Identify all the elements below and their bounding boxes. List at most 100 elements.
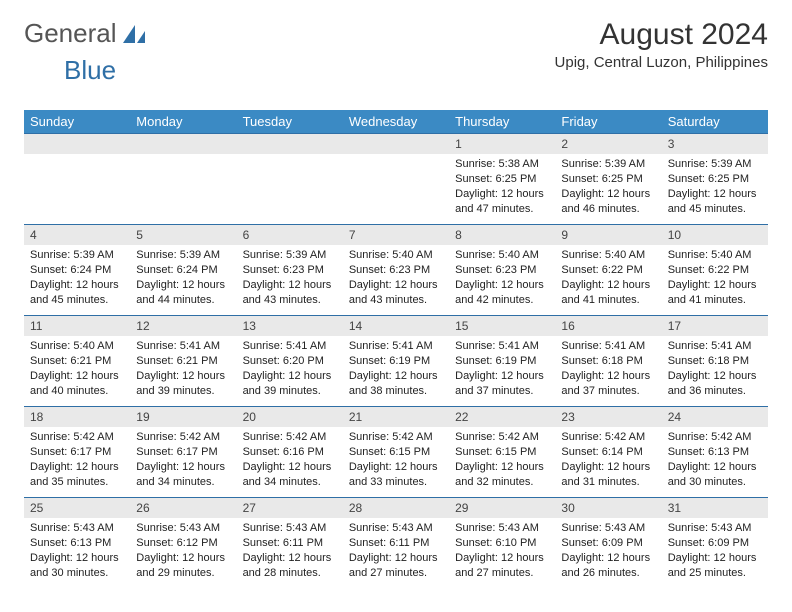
calendar-cell: 24Sunrise: 5:42 AMSunset: 6:13 PMDayligh… [662, 407, 768, 498]
day-details: Sunrise: 5:42 AMSunset: 6:17 PMDaylight:… [24, 427, 130, 492]
sunrise-value: 5:42 AM [499, 431, 539, 443]
sunrise-label: Sunrise: [561, 340, 604, 352]
day-number: 22 [449, 407, 555, 427]
daylight-label: Daylight: [455, 188, 501, 200]
day-details: Sunrise: 5:42 AMSunset: 6:15 PMDaylight:… [343, 427, 449, 492]
sunrise-label: Sunrise: [561, 249, 604, 261]
sunset-value: 6:13 PM [708, 446, 749, 458]
calendar-cell: 23Sunrise: 5:42 AMSunset: 6:14 PMDayligh… [555, 407, 661, 498]
sunset-value: 6:21 PM [70, 355, 111, 367]
day-number-empty [237, 134, 343, 154]
sunrise-label: Sunrise: [30, 249, 73, 261]
calendar-cell [237, 134, 343, 225]
sunrise-value: 5:43 AM [711, 522, 751, 534]
sunset-value: 6:23 PM [389, 264, 430, 276]
daylight-label: Daylight: [349, 370, 395, 382]
sunset-value: 6:15 PM [389, 446, 430, 458]
day-number: 1 [449, 134, 555, 154]
sunset-label: Sunset: [243, 537, 283, 549]
calendar-week-row: 11Sunrise: 5:40 AMSunset: 6:21 PMDayligh… [24, 316, 768, 407]
day-number: 27 [237, 498, 343, 518]
daylight-label: Daylight: [136, 279, 182, 291]
day-number: 17 [662, 316, 768, 336]
sunrise-label: Sunrise: [136, 522, 179, 534]
sunrise-label: Sunrise: [30, 340, 73, 352]
sunrise-value: 5:41 AM [180, 340, 220, 352]
sunrise-label: Sunrise: [136, 340, 179, 352]
sunset-value: 6:16 PM [283, 446, 324, 458]
day-number: 19 [130, 407, 236, 427]
logo-text-general: General [24, 18, 117, 49]
sunset-value: 6:17 PM [70, 446, 111, 458]
daylight-label: Daylight: [30, 370, 76, 382]
daylight-label: Daylight: [30, 279, 76, 291]
sunrise-value: 5:39 AM [711, 158, 751, 170]
sunrise-value: 5:42 AM [711, 431, 751, 443]
sunrise-value: 5:43 AM [499, 522, 539, 534]
day-details: Sunrise: 5:43 AMSunset: 6:13 PMDaylight:… [24, 518, 130, 583]
weekday-header: Sunday [24, 110, 130, 134]
weekday-header: Monday [130, 110, 236, 134]
sunset-value: 6:11 PM [389, 537, 429, 549]
calendar-week-row: 18Sunrise: 5:42 AMSunset: 6:17 PMDayligh… [24, 407, 768, 498]
day-number: 20 [237, 407, 343, 427]
daylight-label: Daylight: [561, 279, 607, 291]
sunset-label: Sunset: [455, 355, 495, 367]
sunset-label: Sunset: [668, 446, 708, 458]
daylight-label: Daylight: [349, 552, 395, 564]
sunrise-label: Sunrise: [243, 431, 286, 443]
calendar-cell: 7Sunrise: 5:40 AMSunset: 6:23 PMDaylight… [343, 225, 449, 316]
sunset-value: 6:17 PM [177, 446, 218, 458]
day-number: 21 [343, 407, 449, 427]
sunrise-label: Sunrise: [349, 340, 392, 352]
sunset-label: Sunset: [668, 264, 708, 276]
sunrise-label: Sunrise: [561, 431, 604, 443]
sunset-label: Sunset: [349, 446, 389, 458]
day-number: 24 [662, 407, 768, 427]
day-details: Sunrise: 5:43 AMSunset: 6:10 PMDaylight:… [449, 518, 555, 583]
sunset-value: 6:11 PM [283, 537, 323, 549]
calendar-table: SundayMondayTuesdayWednesdayThursdayFrid… [24, 110, 768, 588]
day-number: 4 [24, 225, 130, 245]
calendar-cell: 5Sunrise: 5:39 AMSunset: 6:24 PMDaylight… [130, 225, 236, 316]
calendar-body: 1Sunrise: 5:38 AMSunset: 6:25 PMDaylight… [24, 134, 768, 589]
day-number: 9 [555, 225, 661, 245]
sunset-value: 6:19 PM [389, 355, 430, 367]
weekday-header: Tuesday [237, 110, 343, 134]
day-details: Sunrise: 5:42 AMSunset: 6:14 PMDaylight:… [555, 427, 661, 492]
day-details: Sunrise: 5:43 AMSunset: 6:11 PMDaylight:… [343, 518, 449, 583]
day-number: 14 [343, 316, 449, 336]
calendar-cell: 1Sunrise: 5:38 AMSunset: 6:25 PMDaylight… [449, 134, 555, 225]
day-number: 16 [555, 316, 661, 336]
sunrise-value: 5:43 AM [392, 522, 432, 534]
sunset-label: Sunset: [243, 446, 283, 458]
calendar-week-row: 4Sunrise: 5:39 AMSunset: 6:24 PMDaylight… [24, 225, 768, 316]
sunrise-label: Sunrise: [455, 522, 498, 534]
sunrise-value: 5:42 AM [605, 431, 645, 443]
sunrise-value: 5:39 AM [286, 249, 326, 261]
sunrise-label: Sunrise: [30, 431, 73, 443]
day-details: Sunrise: 5:42 AMSunset: 6:13 PMDaylight:… [662, 427, 768, 492]
day-number: 2 [555, 134, 661, 154]
sunrise-label: Sunrise: [349, 431, 392, 443]
weekday-header: Thursday [449, 110, 555, 134]
daylight-label: Daylight: [30, 461, 76, 473]
day-details: Sunrise: 5:40 AMSunset: 6:23 PMDaylight:… [449, 245, 555, 310]
calendar-cell: 25Sunrise: 5:43 AMSunset: 6:13 PMDayligh… [24, 498, 130, 589]
sunrise-value: 5:40 AM [499, 249, 539, 261]
day-number: 12 [130, 316, 236, 336]
day-details: Sunrise: 5:39 AMSunset: 6:24 PMDaylight:… [24, 245, 130, 310]
day-details: Sunrise: 5:40 AMSunset: 6:23 PMDaylight:… [343, 245, 449, 310]
daylight-label: Daylight: [243, 279, 289, 291]
day-details: Sunrise: 5:40 AMSunset: 6:22 PMDaylight:… [662, 245, 768, 310]
day-number: 23 [555, 407, 661, 427]
weekday-header: Saturday [662, 110, 768, 134]
day-details: Sunrise: 5:41 AMSunset: 6:20 PMDaylight:… [237, 336, 343, 401]
sunrise-label: Sunrise: [668, 431, 711, 443]
calendar-cell: 22Sunrise: 5:42 AMSunset: 6:15 PMDayligh… [449, 407, 555, 498]
calendar-cell: 19Sunrise: 5:42 AMSunset: 6:17 PMDayligh… [130, 407, 236, 498]
day-number: 26 [130, 498, 236, 518]
daylight-label: Daylight: [561, 461, 607, 473]
sunset-value: 6:22 PM [602, 264, 643, 276]
day-number: 13 [237, 316, 343, 336]
